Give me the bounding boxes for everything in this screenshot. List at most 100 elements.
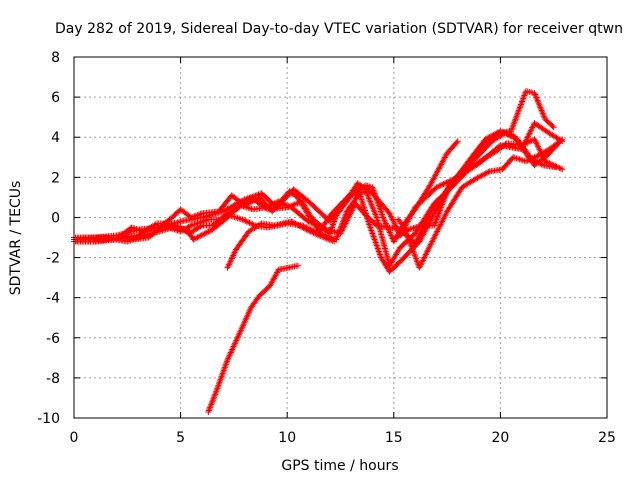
data-point	[444, 188, 451, 195]
data-point	[512, 116, 519, 123]
data-point	[529, 124, 536, 131]
data-point	[206, 406, 213, 413]
data-point	[233, 336, 240, 343]
data-point	[437, 221, 444, 228]
data-point	[320, 234, 327, 241]
data-point	[445, 185, 452, 192]
data-point	[403, 228, 410, 235]
data-point	[510, 122, 517, 129]
data-point	[371, 208, 378, 215]
data-point	[220, 368, 227, 375]
data-point	[513, 114, 520, 121]
series-track-8	[392, 88, 557, 241]
data-point	[414, 236, 421, 243]
data-point	[367, 198, 374, 205]
data-point	[210, 395, 217, 402]
data-point	[527, 128, 534, 135]
data-point	[197, 232, 204, 239]
data-point	[408, 243, 415, 250]
data-point	[367, 224, 374, 231]
data-point	[343, 217, 350, 224]
data-point	[239, 216, 246, 223]
data-point	[433, 216, 440, 223]
data-point	[372, 221, 379, 228]
data-point	[438, 203, 445, 210]
data-point	[437, 162, 444, 169]
data-point	[477, 173, 484, 180]
data-point	[473, 175, 480, 182]
data-point	[534, 97, 541, 104]
data-point	[430, 175, 437, 182]
data-point	[430, 235, 437, 242]
data-point	[431, 222, 438, 229]
data-point	[517, 102, 524, 109]
plot-frame	[73, 56, 608, 419]
data-point	[441, 214, 448, 221]
data-point	[509, 125, 516, 132]
data-point	[550, 124, 557, 131]
data-point	[376, 250, 383, 257]
data-point	[552, 164, 559, 171]
data-point	[419, 226, 426, 233]
data-point	[422, 252, 429, 259]
data-point	[416, 231, 423, 238]
y-tick-label: 6	[51, 90, 60, 106]
data-point	[432, 232, 439, 239]
data-point	[519, 98, 526, 105]
data-point	[375, 247, 382, 254]
data-point	[309, 220, 316, 227]
data-point	[417, 230, 424, 237]
data-point	[404, 233, 411, 240]
x-tick-label: 20	[491, 430, 509, 446]
y-tick-label: -8	[46, 371, 60, 387]
data-point	[350, 204, 357, 211]
data-point	[513, 113, 520, 120]
data-point	[277, 199, 284, 206]
data-point	[434, 227, 441, 234]
data-point	[535, 100, 542, 107]
data-point	[427, 180, 434, 187]
data-point	[311, 230, 318, 237]
data-point	[207, 404, 214, 411]
data-point	[532, 153, 539, 160]
data-point	[514, 155, 521, 162]
data-point	[530, 154, 537, 161]
data-point	[348, 209, 355, 216]
data-point	[317, 233, 324, 240]
data-point	[535, 98, 542, 105]
data-point	[231, 342, 238, 349]
data-point	[285, 203, 292, 210]
data-point	[424, 247, 431, 254]
data-point	[366, 197, 373, 204]
data-point	[433, 229, 440, 236]
data-point	[357, 185, 364, 192]
data-point	[525, 156, 532, 163]
data-point	[386, 210, 393, 217]
data-point	[390, 219, 397, 226]
data-point	[331, 238, 338, 245]
data-point	[427, 241, 434, 248]
data-point	[272, 199, 279, 206]
data-point	[294, 262, 301, 269]
data-point	[532, 91, 539, 98]
data-point	[319, 233, 326, 240]
data-point	[559, 166, 566, 173]
data-point	[535, 143, 542, 150]
data-point	[531, 136, 538, 143]
data-point	[338, 227, 345, 234]
data-point	[226, 352, 233, 359]
data-point	[205, 407, 212, 414]
data-point	[306, 227, 313, 234]
data-point	[511, 119, 518, 126]
data-point	[316, 223, 323, 230]
y-tick-label: -10	[37, 411, 60, 427]
data-point	[366, 195, 373, 202]
data-point	[482, 170, 489, 177]
data-point	[414, 234, 421, 241]
data-point	[329, 237, 336, 244]
data-point	[282, 201, 289, 208]
data-point	[389, 216, 396, 223]
data-point	[230, 343, 237, 350]
data-point	[536, 146, 543, 153]
data-point	[539, 108, 546, 115]
